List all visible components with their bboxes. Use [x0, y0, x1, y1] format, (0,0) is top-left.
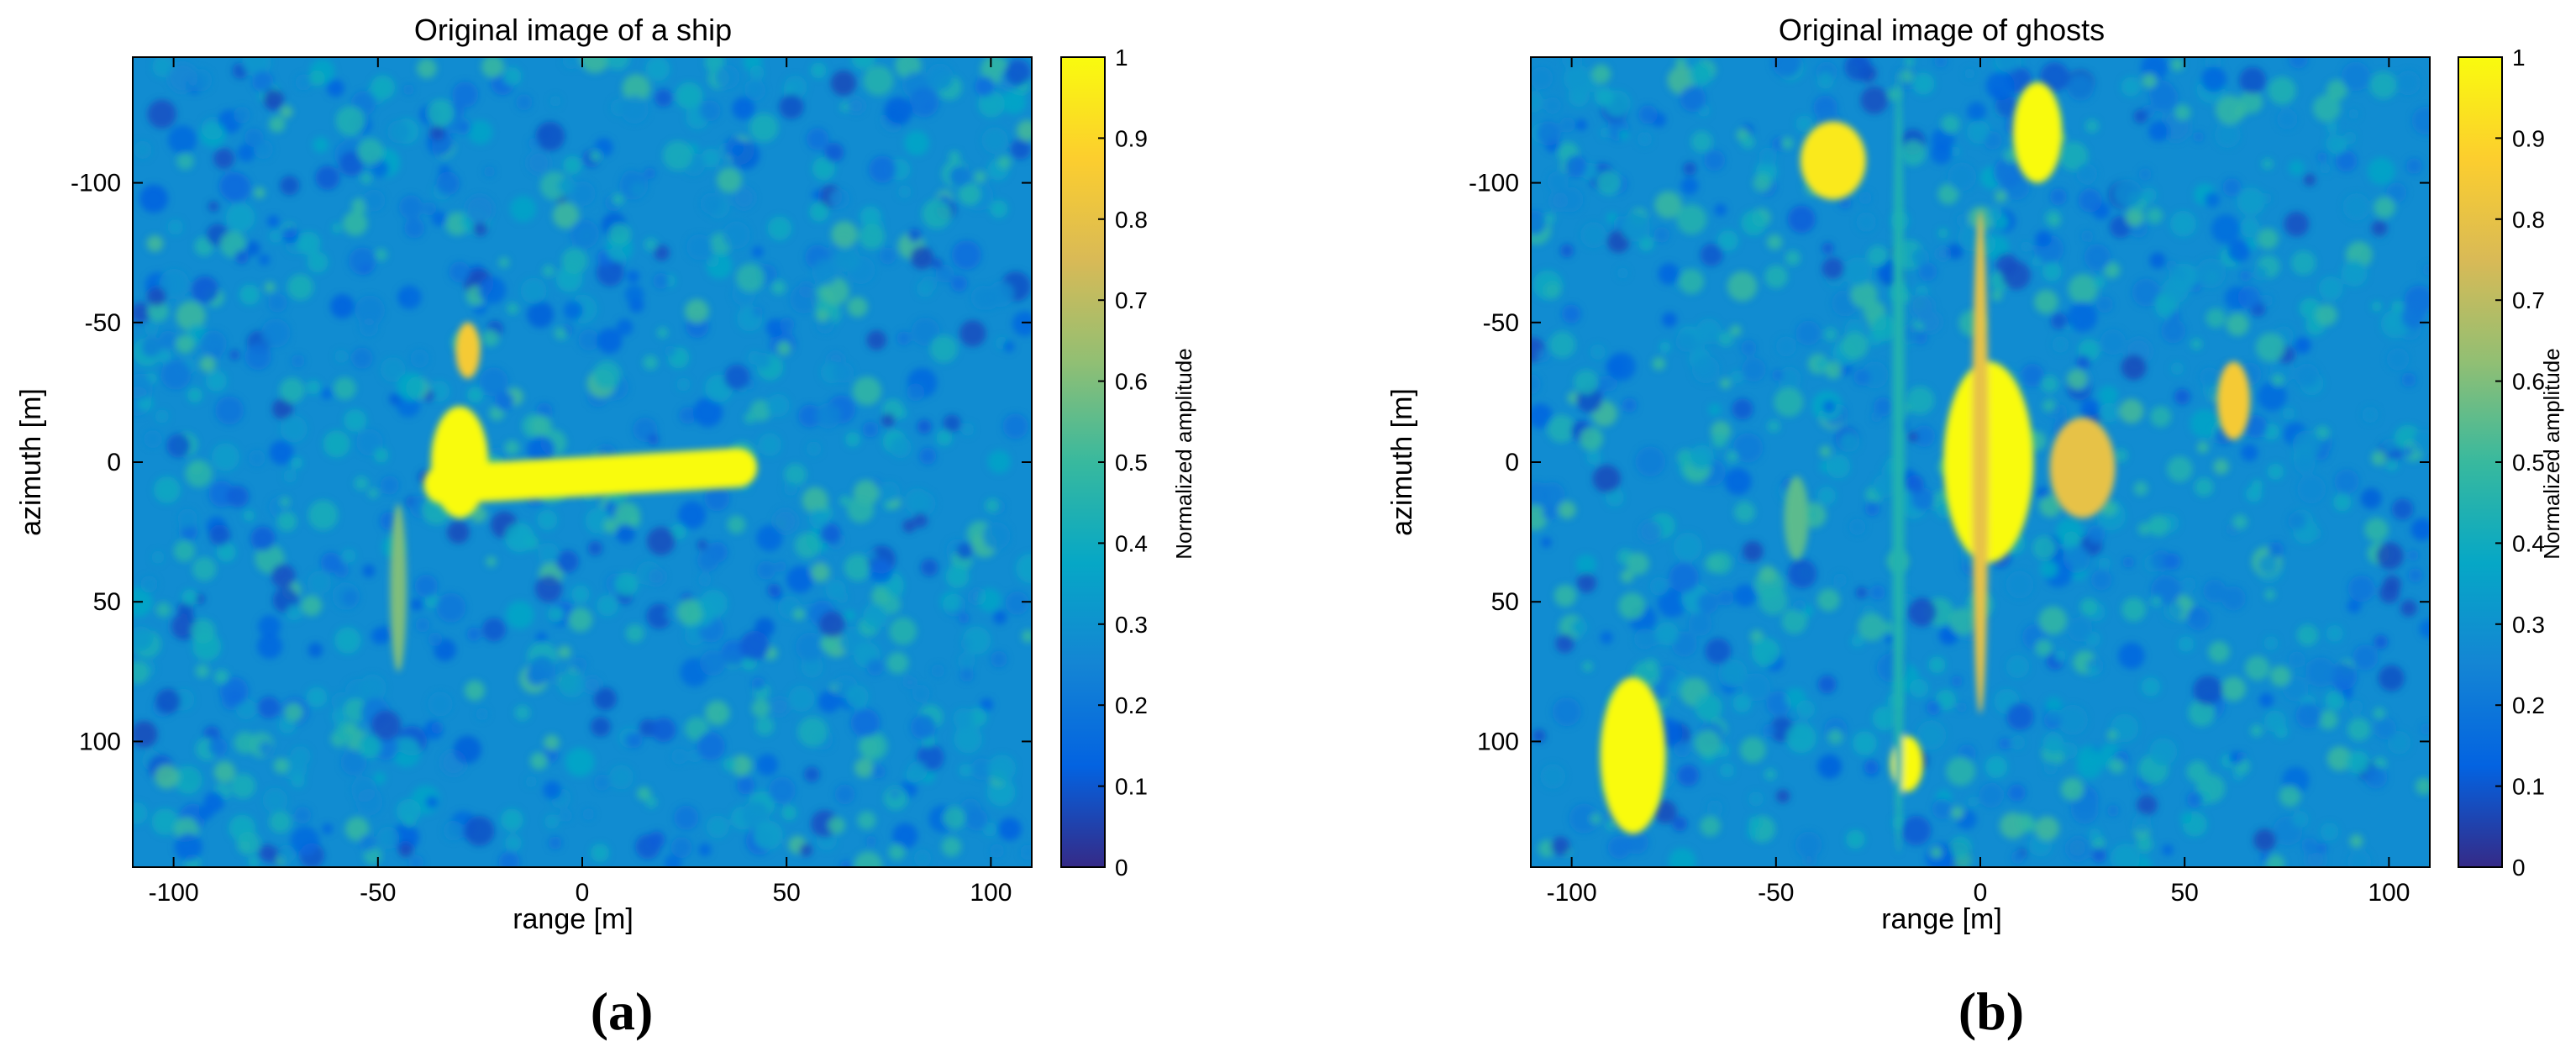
colorbar-tick-label: 0.2 [1115, 692, 1148, 718]
y-tick-label: 100 [1477, 728, 1519, 755]
y-tick-label: -50 [1483, 309, 1519, 337]
colorbar-tick-label: 0.7 [1115, 287, 1148, 313]
colorbar-tick-label: 0.2 [2512, 692, 2545, 718]
colorbar-label: Normalized amplitude [2539, 348, 2564, 559]
colorbar-tick-label: 0.1 [1115, 774, 1148, 800]
colorbar-tick-label: 1 [1115, 45, 1128, 71]
target-5 [1600, 676, 1666, 834]
colorbar-tick-label: 0.8 [2512, 207, 2545, 233]
x-tick-label: 50 [2170, 879, 2198, 907]
speckle-noise [133, 57, 1032, 867]
y-tick-label: 50 [93, 588, 121, 616]
colorbar-tick-label: 0 [1115, 855, 1128, 881]
heatmap-plot: -100 -50 0 50 100 -100 -50 0 50 100 [1469, 56, 2431, 907]
y-tick-label: 100 [79, 728, 121, 755]
y-tick-label: -100 [71, 170, 121, 197]
colorbar-tick-label: 0.8 [1115, 207, 1148, 233]
x-tick-label: -100 [1547, 879, 1597, 907]
colorbar-tick-label: 0.3 [2512, 612, 2545, 638]
target-2 [455, 322, 481, 379]
panel-b-ghosts: Original image of ghosts -100 -50 0 50 100-1… [1386, 13, 2564, 1041]
chart-title: Original image of a ship [414, 13, 732, 47]
target-0 [1943, 361, 2034, 563]
y-tick-label: -50 [85, 309, 121, 337]
target-8 [1892, 71, 1906, 854]
y-axis-label: azimuth [m] [1386, 388, 1418, 536]
x-tick-label: 0 [1974, 879, 1988, 907]
x-tick-label: 0 [576, 879, 590, 907]
x-axis-label: range [m] [513, 903, 633, 935]
colorbar-tick-label: 0.3 [1115, 612, 1148, 638]
target-1 [1972, 210, 1989, 714]
colorbar: 0 0.1 0.2 0.3 0.4 0.5 0.6 0.7 0.8 0.9 1 [1060, 45, 1148, 881]
colorbar-tick-label: 0.4 [2512, 530, 2545, 556]
panel-a-ship: Original image of a ship -100 -50 0 50 100-1… [15, 13, 1196, 1041]
colorbar-tick-label: 0 [2512, 855, 2526, 881]
target-2 [2049, 417, 2116, 518]
y-tick-label: 50 [1491, 588, 1519, 616]
colorbar-tick-label: 0.5 [2512, 450, 2545, 476]
x-axis-label: range [m] [1881, 903, 2002, 935]
colorbar: 0 0.1 0.2 0.3 0.4 0.5 0.6 0.7 0.8 0.9 1 [2458, 45, 2545, 881]
x-tick-label: 100 [970, 879, 1012, 907]
target-4 [2012, 82, 2063, 183]
x-tick-label: -100 [149, 879, 199, 907]
heatmap-plot: -100 -50 0 50 100 -100 -50 0 50 100 [71, 56, 1033, 907]
x-tick-label: -50 [1758, 879, 1794, 907]
target-3 [390, 503, 407, 672]
colorbar-gradient [2458, 56, 2503, 868]
panel-label-a: (a) [591, 981, 654, 1041]
chart-title: Original image of ghosts [1779, 13, 2105, 47]
y-tick-label: -100 [1469, 170, 1519, 197]
colorbar-tick-label: 0.9 [1115, 125, 1148, 151]
colorbar-tick-label: 0.5 [1115, 450, 1148, 476]
colorbar-tick-label: 0.4 [1115, 530, 1148, 556]
target-0 [423, 448, 758, 504]
colorbar-tick-label: 0.7 [2512, 287, 2545, 313]
target-7 [2217, 361, 2250, 440]
target-9 [1784, 476, 1809, 560]
colorbar-tick-label: 0.6 [1115, 369, 1148, 395]
y-tick-label: 0 [107, 449, 121, 476]
x-tick-label: -50 [360, 879, 396, 907]
speckle-noise [1531, 57, 2430, 867]
target-3 [1801, 121, 1866, 200]
y-tick-label: 0 [1505, 449, 1519, 476]
y-axis-label: azimuth [m] [15, 388, 47, 536]
colorbar-tick-label: 0.6 [2512, 369, 2545, 395]
colorbar-tick-label: 0.1 [2512, 774, 2545, 800]
x-tick-label: 100 [2368, 879, 2410, 907]
target-1 [431, 406, 489, 518]
colorbar-tick-label: 0.9 [2512, 125, 2545, 151]
colorbar-tick-label: 1 [2512, 45, 2526, 71]
colorbar-label: Normalized amplitude [1171, 348, 1196, 559]
x-tick-label: 50 [772, 879, 800, 907]
panel-label-b: (b) [1958, 981, 2024, 1041]
